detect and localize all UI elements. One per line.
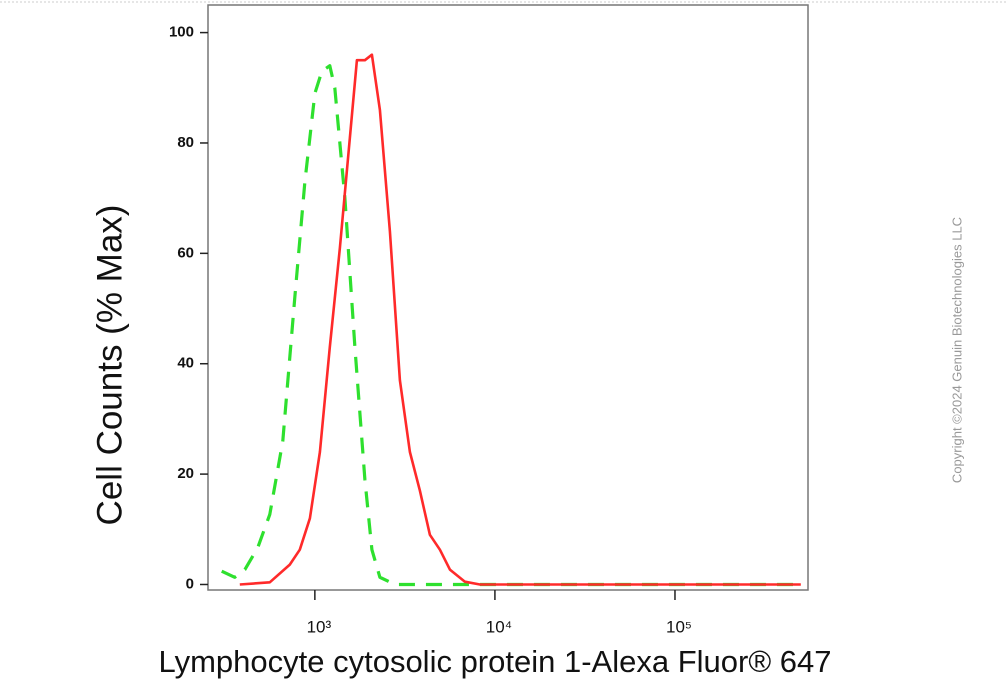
y-tick-label: 100 [169, 24, 194, 41]
y-tick-label: 60 [177, 244, 194, 261]
x-tick-label: 10⁵ [666, 617, 692, 636]
series-line [221, 64, 801, 587]
x-tick-label: 10⁴ [486, 617, 512, 636]
watermark: Copyright ©2024 Genuin Biotechnologies L… [949, 217, 964, 483]
y-tick-label: 40 [177, 355, 194, 372]
y-tick-label: 0 [186, 575, 194, 592]
y-tick-label: 20 [177, 465, 194, 482]
series-line [239, 53, 801, 586]
y-axis-label: Cell Counts (% Max) [90, 205, 129, 526]
plot-frame [207, 4, 809, 591]
x-axis-label: Lymphocyte cytosolic protein 1-Alexa Flu… [158, 644, 831, 679]
y-tick-label: 80 [177, 134, 194, 151]
x-tick-label: 10³ [307, 617, 332, 636]
